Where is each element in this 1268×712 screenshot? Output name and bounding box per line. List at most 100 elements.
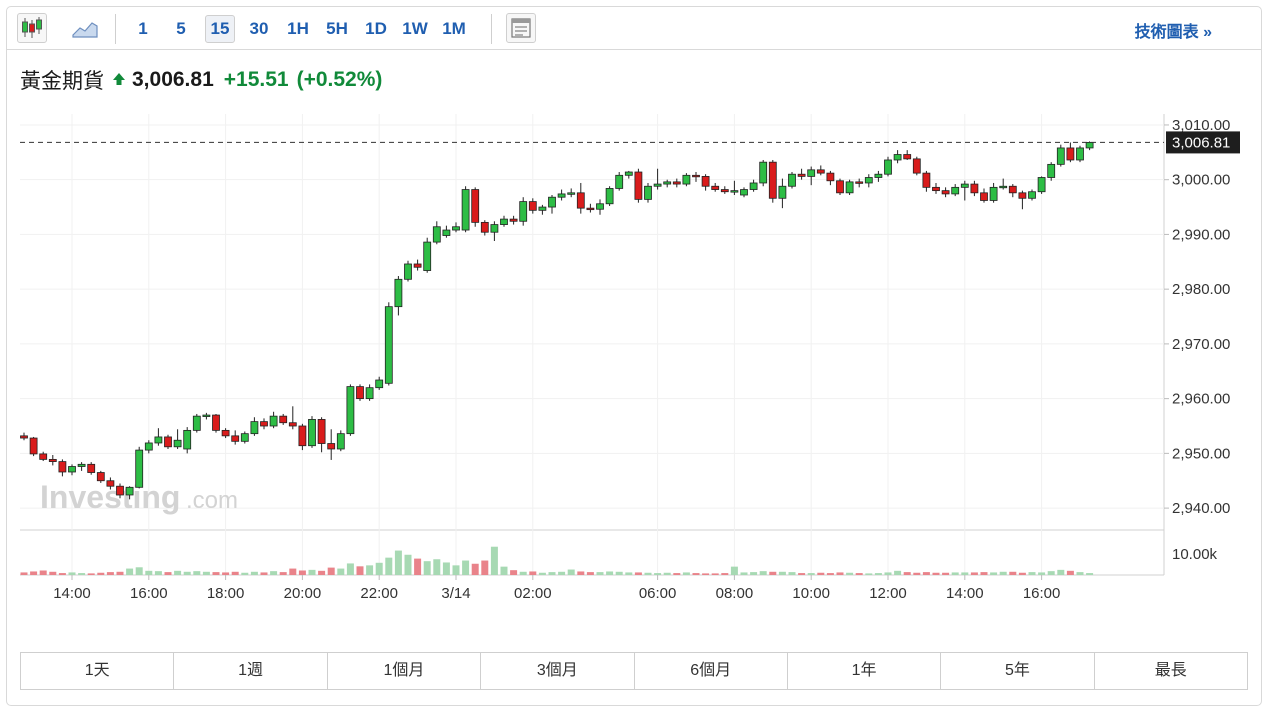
price-change: +15.51 <box>223 68 289 91</box>
volume-bar <box>1038 572 1046 575</box>
volume-bar <box>97 572 105 575</box>
timeframe-5H[interactable]: 5H <box>326 19 348 38</box>
volume-bar <box>174 570 182 575</box>
timeframe-1W[interactable]: 1W <box>402 19 428 38</box>
volume-bar <box>673 573 681 575</box>
candle-body <box>749 182 758 190</box>
timeframe-1[interactable]: 1 <box>138 19 148 38</box>
candle-body <box>106 480 115 487</box>
volume-bar <box>586 572 594 575</box>
range-button[interactable]: 1年 <box>786 653 940 689</box>
toolbar-separator <box>491 14 492 44</box>
volume-bar <box>471 563 479 575</box>
candle-body <box>893 154 902 161</box>
range-button[interactable]: 5年 <box>940 653 1093 689</box>
x-tick-label: 12:00 <box>869 585 907 602</box>
candle-body <box>1047 163 1056 178</box>
candle-body <box>730 190 739 193</box>
candle-body <box>423 241 432 271</box>
candle-body <box>941 190 950 195</box>
candle-body <box>807 169 816 177</box>
technical-chart-link[interactable]: 技術圖表 » <box>1134 24 1212 41</box>
candle-body <box>874 173 883 178</box>
candle-body <box>164 436 172 448</box>
candle-body <box>980 192 988 201</box>
volume-bar <box>644 572 652 575</box>
volume-bar <box>135 567 143 575</box>
x-tick-label: 3/14 <box>441 585 470 602</box>
volume-bar <box>500 566 508 575</box>
candle-body <box>240 433 249 442</box>
volume-bar <box>366 565 374 575</box>
candle-body <box>192 415 201 431</box>
volume-bar <box>519 571 527 575</box>
range-button[interactable]: 1週 <box>173 653 326 689</box>
volume-bar <box>289 568 297 575</box>
volume-bar <box>529 571 537 575</box>
candle-body <box>288 422 297 427</box>
x-tick-label: 22:00 <box>360 585 398 602</box>
volume-bar <box>279 572 287 575</box>
candle-body <box>336 433 345 450</box>
volume-bar <box>327 567 335 575</box>
widget-frame <box>6 6 1262 706</box>
volume-bar <box>1086 573 1094 575</box>
candle-body <box>384 306 393 384</box>
candle-body <box>432 226 441 243</box>
candle-body <box>816 169 825 174</box>
range-button[interactable]: 1個月 <box>326 653 480 689</box>
area-chart-icon[interactable] <box>70 13 100 43</box>
volume-bar <box>58 573 66 575</box>
candle-body <box>548 196 556 208</box>
volume-bar <box>942 572 950 575</box>
candle-body <box>615 174 624 189</box>
volume-bar <box>78 573 86 575</box>
volume-bar <box>462 560 470 575</box>
timeframe-30[interactable]: 30 <box>249 19 269 38</box>
volume-bar <box>260 572 268 575</box>
volume-bar <box>1009 571 1017 575</box>
volume-bar <box>846 572 854 575</box>
y-tick-label: 2,950.00 <box>1172 445 1230 462</box>
volume-bar <box>874 573 882 575</box>
candle-body <box>327 443 336 450</box>
candle-body <box>692 174 700 178</box>
volume-bar <box>385 557 393 575</box>
volume-bar <box>702 573 710 575</box>
candlestick-icon[interactable] <box>17 13 47 43</box>
range-button[interactable]: 6個月 <box>633 653 787 689</box>
candle-body <box>855 181 864 184</box>
up-arrow-icon <box>112 68 126 92</box>
volume-bar <box>1028 572 1036 575</box>
candle-body <box>144 442 153 451</box>
candle-body <box>96 472 105 482</box>
timeframe-1M[interactable]: 1M <box>442 19 466 38</box>
volume-bar <box>855 573 863 575</box>
candle-body <box>884 159 892 175</box>
range-button[interactable]: 最長 <box>1093 653 1247 689</box>
volume-bar <box>538 572 546 575</box>
y-tick-label: 2,990.00 <box>1172 226 1230 243</box>
candle-body <box>903 154 912 160</box>
volume-bar <box>241 572 249 575</box>
candle-body <box>682 174 691 185</box>
x-tick-label: 10:00 <box>792 585 830 602</box>
volume-bar <box>606 571 614 575</box>
candle-body <box>663 181 672 185</box>
range-button[interactable]: 1天 <box>84 662 110 679</box>
x-tick-label: 16:00 <box>130 585 168 602</box>
volume-bar <box>1066 570 1074 575</box>
candle-body <box>135 449 144 488</box>
volume-bar <box>231 571 239 575</box>
timeframe-1H[interactable]: 1H <box>287 19 309 38</box>
candle-body <box>1008 185 1017 194</box>
timeframe-5[interactable]: 5 <box>176 19 186 38</box>
timeframe-15[interactable]: 15 <box>205 15 235 43</box>
layout-icon[interactable] <box>506 13 536 43</box>
volume-bar <box>222 572 230 575</box>
price-chart[interactable]: 14:00 16:00 18:00 20:00 22:00 3/14 02:00 06:00 0… <box>0 0 1268 650</box>
candle-body <box>269 415 278 427</box>
range-button[interactable]: 3個月 <box>480 653 633 689</box>
volume-bar <box>654 573 662 575</box>
timeframe-1D[interactable]: 1D <box>365 19 387 38</box>
